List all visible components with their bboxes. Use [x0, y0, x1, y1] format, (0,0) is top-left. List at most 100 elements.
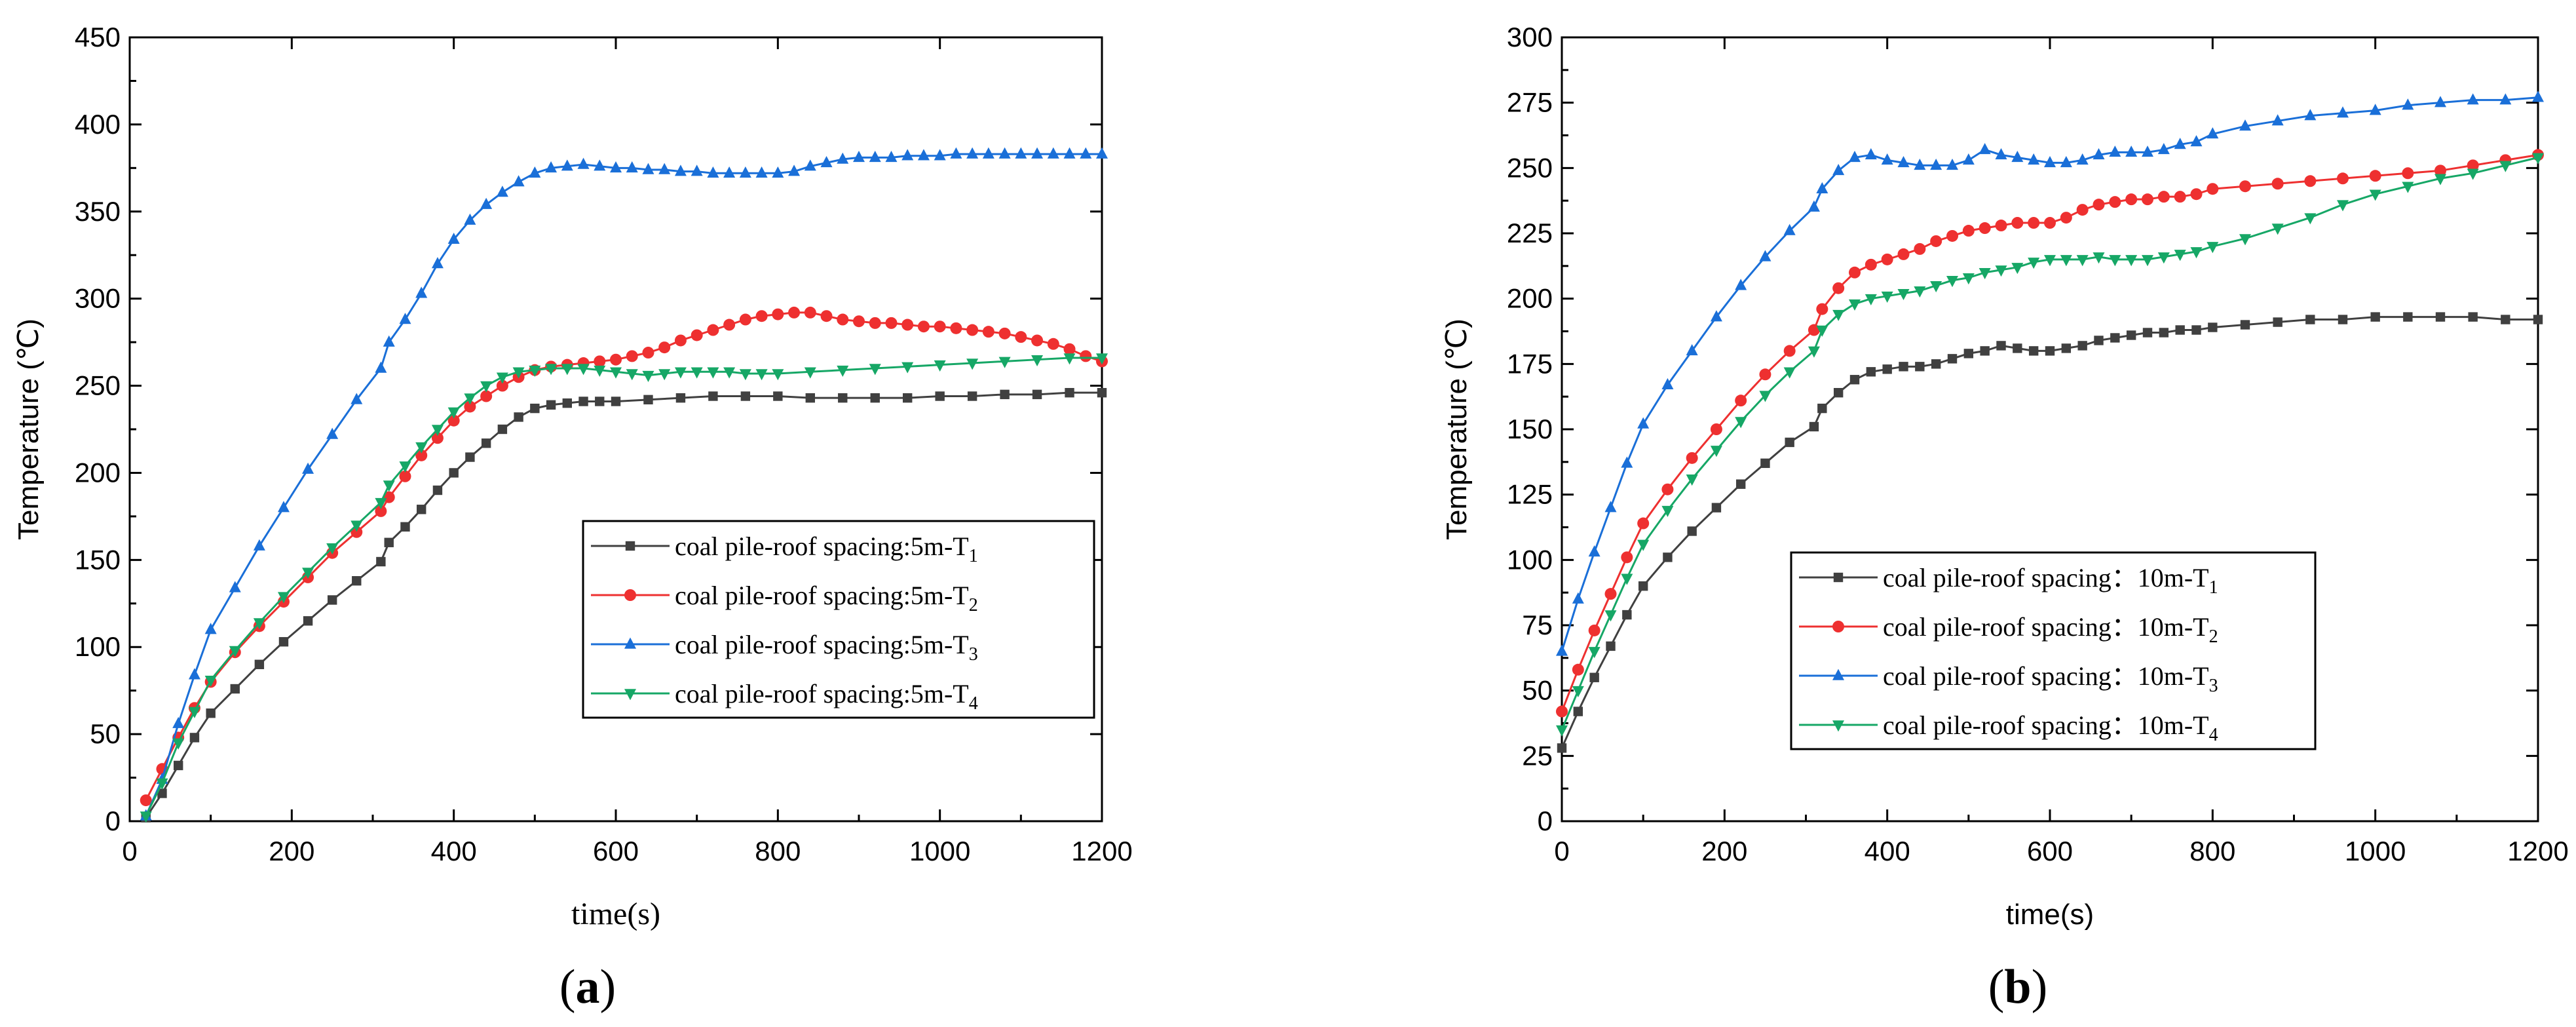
chart-b-data-point-t4: [2125, 255, 2138, 267]
chart-b-data-point-t2: [1849, 266, 1861, 279]
chart-b-data-point-t3: [2304, 109, 2317, 121]
chart-a-data-point-t2: [415, 449, 428, 461]
chart-b-data-point-t2: [1661, 483, 1674, 495]
chart-b-data-point-t4: [2499, 161, 2512, 172]
chart-a-data-point-t3: [1080, 147, 1092, 159]
chart-a-data-point-t4: [837, 365, 849, 377]
chart-b-data-point-t1: [2208, 322, 2218, 332]
chart-b-data-point-t2: [2157, 191, 2170, 203]
chart-b-data-point-t3: [2434, 96, 2446, 107]
chart-a-x-tick-label: 200: [269, 836, 314, 866]
chart-a-data-point-t3: [204, 623, 217, 634]
chart-a-data-point-t3: [545, 161, 558, 173]
chart-b-data-point-t1: [1785, 437, 1794, 448]
chart-a-legend-swatch-marker: [624, 689, 636, 701]
chart-b-data-point-t2: [1897, 248, 1910, 260]
chart-a-data-point-t1: [514, 412, 523, 422]
chart-b-y-tick-label: 75: [1522, 610, 1553, 640]
chart-b-data-point-t3: [1962, 153, 1975, 165]
chart-a-data-point-t4: [188, 707, 200, 718]
chart-b-ticks: 0 200 400 600 800 1000 1200 0 25 50 75 100 125 150 175…: [1507, 22, 2569, 866]
chart-a-data-point-t4: [739, 369, 751, 381]
chart-b-y-tick-label: 175: [1507, 348, 1553, 379]
chart-b-data-point-t1: [1760, 458, 1770, 469]
chart-a-legend-entry-t3: coal pile-roof spacing:5m-T3: [591, 630, 978, 665]
chart-b-data-point-t3: [1946, 158, 1958, 170]
chart-b-data-point-t1: [1931, 359, 1941, 369]
chart-a-data-point-t2: [375, 505, 387, 517]
chart-a-data-point-t2: [383, 491, 395, 503]
chart-a-data-point-t4: [431, 425, 444, 436]
chart-a-data-point-t3: [561, 159, 573, 171]
chart-b-data-point-t1: [1809, 421, 1819, 432]
chart-b-legend-label-t4: coal pile-roof spacing：10m-T4: [1883, 710, 2218, 745]
chart-a-data-point-t3: [172, 716, 185, 728]
chart-b-data-point-t2: [1808, 324, 1820, 336]
chart-a-data-point-t2: [723, 319, 736, 331]
chart-b-x-tick-label: 1200: [2507, 836, 2568, 866]
chart-a-data-point-t1: [230, 684, 240, 694]
chart-b-data-point-t3: [2499, 93, 2512, 105]
chart-b-data-point-t2: [1621, 551, 1633, 564]
chart-a-data-point-t4: [229, 646, 241, 657]
chart-b-data-point-t4: [2271, 223, 2284, 235]
chart-b-data-point-t4: [2239, 234, 2251, 246]
chart-b-data-point-t2: [1604, 588, 1617, 600]
chart-a-data-point-t1: [376, 556, 386, 567]
chart-b-data-point-t1: [1866, 367, 1876, 377]
chart-b-legend: coal pile-roof spacing：10m-T1 coal pile-r…: [1790, 551, 2317, 750]
chart-a-data-point-t4: [755, 369, 768, 381]
chart-a-data-point-t3: [934, 149, 946, 161]
chart-b-series-t1: [1557, 312, 2543, 753]
chart-a-data-point-t2: [642, 347, 654, 359]
chart-b-data-point-t2: [2467, 159, 2479, 172]
chart-a-data-point-t4: [447, 407, 460, 419]
chart-a-data-point-t4: [642, 370, 654, 382]
chart-a-data-point-t1: [838, 393, 848, 403]
chart-a-legend-swatch-marker: [625, 541, 635, 551]
chart-b-data-point-t2: [1588, 624, 1601, 636]
chart-a-data-point-t2: [464, 400, 476, 413]
chart-b-data-point-t1: [1899, 362, 1908, 372]
chart-b-data-point-t2: [1816, 303, 1828, 315]
chart-b-data-point-t3: [2011, 151, 2024, 163]
chart-a-data-point-t2: [901, 319, 914, 331]
chart-a-data-point-t3: [658, 163, 671, 174]
chart-b-data-point-t2: [1637, 517, 1650, 530]
chart-a-data-point-t4: [204, 675, 217, 688]
chart-a-data-point-t3: [383, 335, 395, 347]
chart-b-y-tick-label: 275: [1507, 87, 1553, 118]
chart-b-data-point-t2: [2434, 165, 2446, 177]
chart-b-data-point-t2: [1783, 345, 1796, 357]
chart-b-data-point-t3: [2044, 156, 2056, 168]
chart-b-data-point-t3: [1783, 223, 1796, 235]
chart-a-data-point-t1: [206, 708, 216, 718]
chart-a-x-tick-label: 1000: [909, 836, 970, 866]
chart-a-legend-entry-t2: coal pile-roof spacing:5m-T2: [591, 581, 978, 615]
chart-a-data-point-t3: [755, 166, 768, 178]
chart-b-data-point-t2: [1832, 282, 1845, 294]
chart-b-data-point-t1: [2045, 346, 2055, 356]
chart-a-data-point-t2: [853, 315, 865, 328]
chart-a-data-point-t1: [174, 760, 183, 771]
chart-b-data-point-t4: [1556, 725, 1568, 737]
chart-a-data-point-t4: [723, 367, 736, 379]
chart-b-data-point-t4: [2044, 255, 2056, 267]
chart-b-data-point-t1: [1663, 552, 1673, 562]
chart-b: 0 200 400 600 800 1000 1200 0 25 50 75 100 125 150 175…: [1441, 22, 2569, 1014]
chart-b-y-tick-label: 225: [1507, 218, 1553, 248]
chart-a-data-point-t3: [998, 147, 1011, 159]
chart-b-data-point-t1: [1711, 503, 1722, 513]
chart-b-data-point-t1: [2028, 346, 2039, 356]
chart-b-data-point-t3: [2157, 143, 2170, 155]
chart-a-data-point-t4: [277, 592, 290, 604]
chart-a-y-tick-label: 350: [75, 196, 121, 227]
chart-b-series-t4: [1556, 153, 2544, 737]
chart-b-data-point-t3: [1881, 153, 1893, 165]
chart-a-data-point-t3: [966, 147, 979, 159]
chart-b-x-tick-label: 800: [2189, 836, 2235, 866]
chart-b-data-point-t2: [2011, 217, 2024, 229]
chart-a-data-point-t1: [189, 733, 200, 743]
chart-a-data-point-t1: [530, 403, 540, 414]
chart-a-series-t1: [141, 387, 1107, 823]
